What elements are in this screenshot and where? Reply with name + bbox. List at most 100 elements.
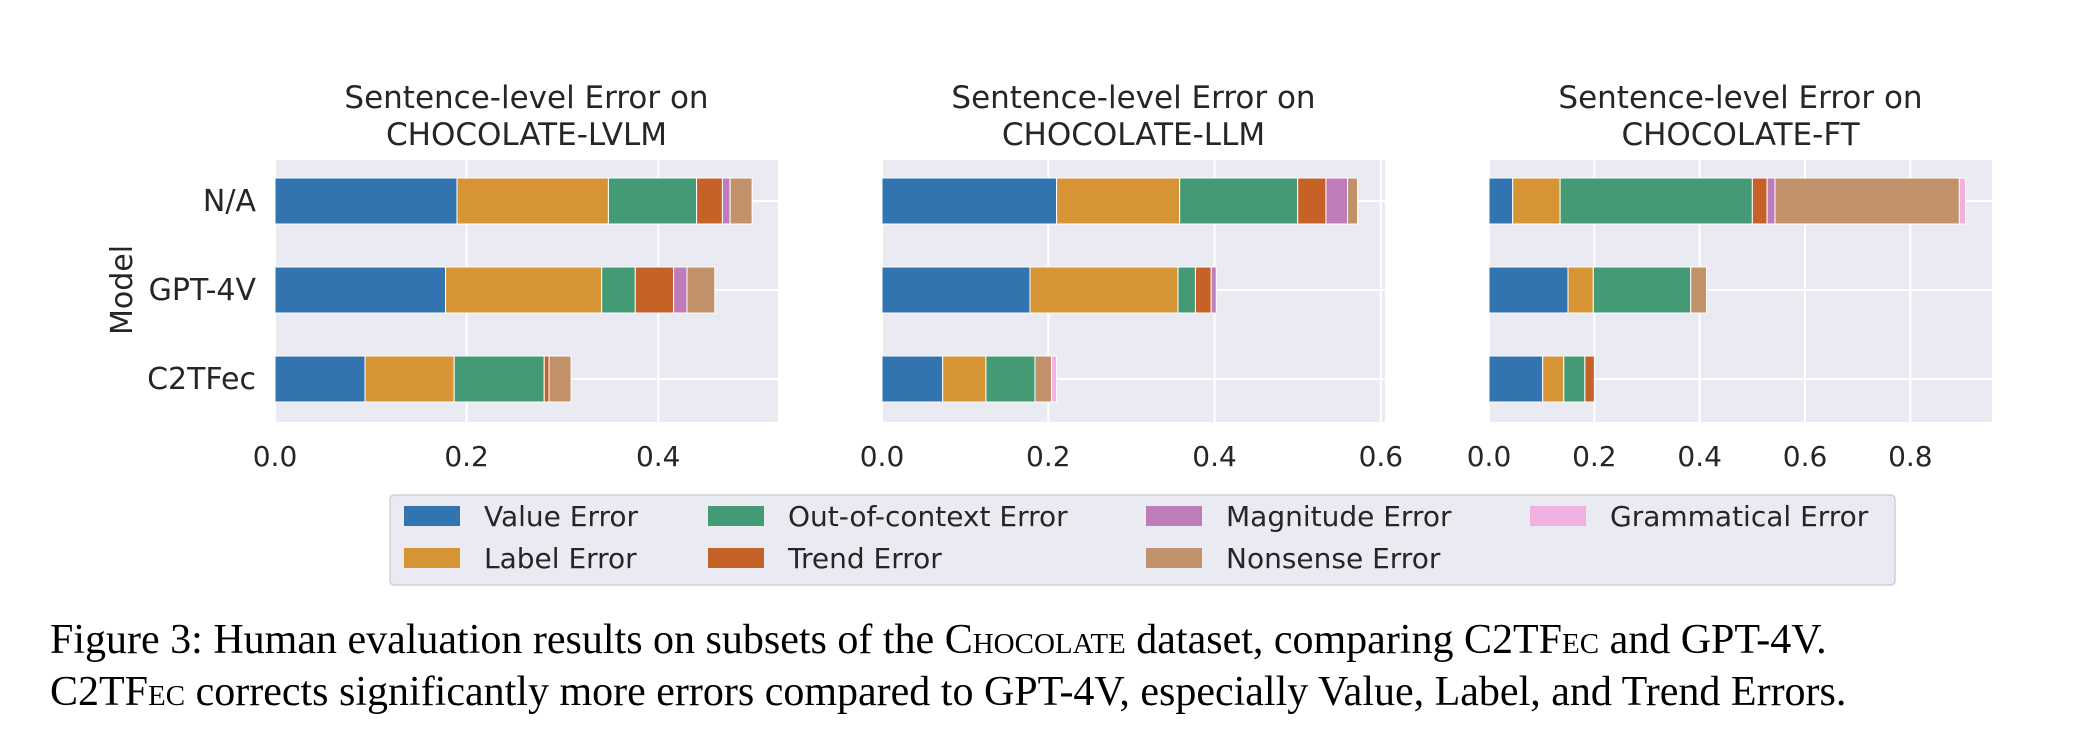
bar-segment [1567,266,1594,314]
caption-line-1: Figure 3: Human evaluation results on su… [50,614,2070,666]
bar-segment [881,266,1031,314]
bar-segment [1584,355,1595,403]
bar-segment [274,355,366,403]
bar-segment [364,355,455,403]
bar-segment [1210,266,1217,314]
bar-segment [1347,177,1359,225]
legend-swatch [404,548,460,568]
panel-title-line-1: Sentence-level Error on [951,80,1315,116]
bar-segment [1034,355,1053,403]
bar-segment [721,177,731,225]
legend-swatch [708,506,764,526]
bar-segment [1751,177,1768,225]
panel-title-line-2: CHOCOLATE-LLM [1002,117,1265,153]
bar-segment [1194,266,1212,314]
bar-segment [881,355,944,403]
legend-label: Nonsense Error [1226,542,1441,575]
legend-swatch [1146,506,1202,526]
x-tick-label: 0.4 [1677,440,1722,473]
legend-label: Out-of-context Error [788,500,1068,533]
caption-model-name: C2TFec [1463,617,1600,663]
legend-swatch [404,506,460,526]
bar-segment [1512,177,1561,225]
caption-text: Figure 3: Human evaluation results on su… [50,617,945,663]
x-tick-label: 0.4 [636,440,681,473]
bar-segment [1056,177,1181,225]
bar-segment [729,177,753,225]
chart-panel-2: 0.0 0.2 0.4 0.6 Sentence-level Error onCHOCO… [860,80,1403,473]
bar-segment [1774,177,1960,225]
caption-text: dataset, comparing [1125,617,1464,663]
x-tick-label: 0.6 [1783,440,1828,473]
bar-segment [274,266,447,314]
bar-segment [456,177,609,225]
caption-text: and GPT-4V. [1599,617,1827,663]
y-tick-label: N/A [203,184,257,219]
bar-segment [1325,177,1349,225]
bar-segment [1029,266,1179,314]
legend-box [389,494,1896,586]
bar-segment [1592,266,1692,314]
bar-segment [1179,177,1299,225]
caption-dataset-name: Chocolate [944,617,1126,663]
bar-segment [1542,355,1565,403]
x-tick-label: 0.4 [1192,440,1237,473]
bar-segment [607,177,698,225]
chart-panel-1: 0.0 0.2 0.4 Sentence-level Error onCHOCOLAT… [147,80,778,473]
caption-model-name: C2TFec [50,669,186,715]
bar-segment [1559,177,1753,225]
y-tick-label: GPT-4V [149,273,257,308]
bar-segment [673,266,688,314]
bar-segment [1177,266,1196,314]
bar-segment [881,177,1058,225]
x-tick-label: 0.2 [444,440,489,473]
legend-label: Value Error [484,500,639,533]
legend-label: Trend Error [787,542,942,575]
legend-label: Label Error [484,542,637,575]
bar-segment [1488,355,1544,403]
x-tick-label: 0.0 [1467,440,1512,473]
bar-segment [942,355,987,403]
x-tick-label: 0.8 [1888,440,1933,473]
panel-title-line-2: CHOCOLATE-FT [1621,117,1860,153]
panel-title-line-1: Sentence-level Error on [1558,80,1922,116]
panel-title-line-2: CHOCOLATE-LVLM [386,117,667,153]
legend-swatch [708,548,764,568]
bar-segment [1488,266,1569,314]
x-tick-label: 0.2 [1572,440,1617,473]
bar-segment [634,266,675,314]
y-tick-label: C2TFec [147,362,256,397]
legend-swatch [1530,506,1586,526]
bar-segment [453,355,545,403]
legend-swatch [1146,548,1202,568]
caption-line-2: C2TFec corrects significantly more error… [50,666,2070,718]
figure-caption: Figure 3: Human evaluation results on su… [50,614,2070,718]
bar-segment [543,355,550,403]
bar-segment [1766,177,1776,225]
y-axis-label: Model [105,245,140,335]
bar-segment [1958,177,1967,225]
bar-segment [985,355,1036,403]
bar-segment [1488,177,1514,225]
bar-segment [445,266,603,314]
legend: Value Error Label Error Out-of-context Err… [389,494,1896,586]
x-tick-label: 0.2 [1026,440,1071,473]
bar-segment [1690,266,1708,314]
caption-text: corrects significantly more errors compa… [185,669,1847,715]
x-tick-label: 0.0 [860,440,905,473]
bar-segment [548,355,572,403]
legend-label: Magnitude Error [1226,500,1452,533]
bar-segment [696,177,723,225]
chart-panel-3: 0.0 0.2 0.4 0.6 0.8 Sentence-level Error onCH… [1467,80,1992,473]
panel-title-line-1: Sentence-level Error on [344,80,708,116]
bar-segment [601,266,636,314]
x-tick-label: 0.0 [253,440,298,473]
legend-label: Grammatical Error [1610,500,1869,533]
x-tick-label: 0.6 [1359,440,1404,473]
bar-segment [686,266,716,314]
bar-segment [1051,355,1058,403]
bar-segment [1297,177,1327,225]
bar-segment [274,177,458,225]
